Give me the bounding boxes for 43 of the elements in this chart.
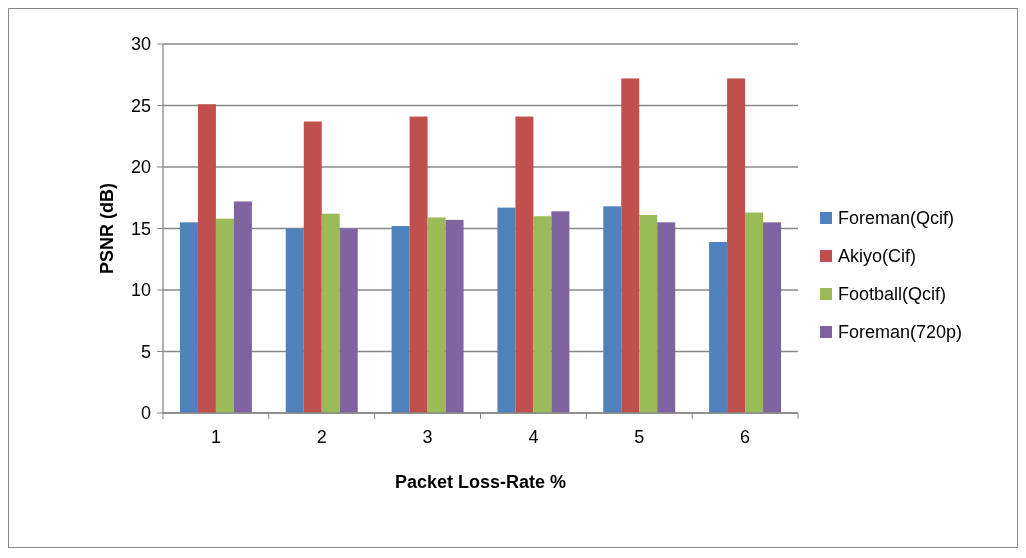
bar [709, 242, 728, 413]
bar [339, 228, 358, 413]
y-tick-label: 25 [130, 95, 151, 116]
bar [603, 206, 622, 413]
x-tick-label: 6 [740, 427, 751, 447]
bar [727, 78, 746, 413]
bar [215, 218, 234, 413]
bar [409, 116, 428, 413]
bar [515, 116, 534, 413]
bar [285, 228, 304, 413]
bar [321, 213, 340, 413]
bar [639, 214, 658, 413]
bar [427, 217, 446, 413]
bar [233, 201, 252, 413]
legend-label: Foreman(720p) [838, 322, 963, 343]
y-tick-label: 5 [140, 341, 151, 362]
y-tick-label: 0 [140, 403, 151, 424]
bar [179, 222, 198, 413]
x-tick-label: 1 [210, 427, 221, 447]
y-tick-label: 20 [130, 157, 151, 178]
bar [197, 104, 216, 413]
bar [303, 121, 322, 413]
x-tick-label: 2 [316, 427, 327, 447]
bar [533, 216, 552, 413]
x-tick-label: 5 [634, 427, 645, 447]
bar [445, 219, 464, 413]
y-tick-label: 10 [130, 280, 151, 301]
bar [391, 226, 410, 413]
x-axis-title: Packet Loss-Rate % [394, 472, 567, 492]
legend-label: Akiyo(Cif) [838, 246, 917, 267]
bar [657, 222, 676, 413]
bar [745, 212, 764, 413]
y-tick-label: 30 [130, 34, 151, 55]
legend-label: Foreman(Qcif) [838, 208, 955, 229]
x-tick-label: 4 [528, 427, 539, 447]
bar [763, 222, 782, 413]
x-tick-label: 3 [422, 427, 433, 447]
bar [551, 211, 570, 413]
bar [497, 207, 516, 413]
y-axis-title: PSNR (dB) [97, 183, 117, 274]
legend-label: Football(Qcif) [838, 284, 947, 305]
bar [621, 78, 640, 413]
y-tick-label: 15 [130, 218, 151, 239]
